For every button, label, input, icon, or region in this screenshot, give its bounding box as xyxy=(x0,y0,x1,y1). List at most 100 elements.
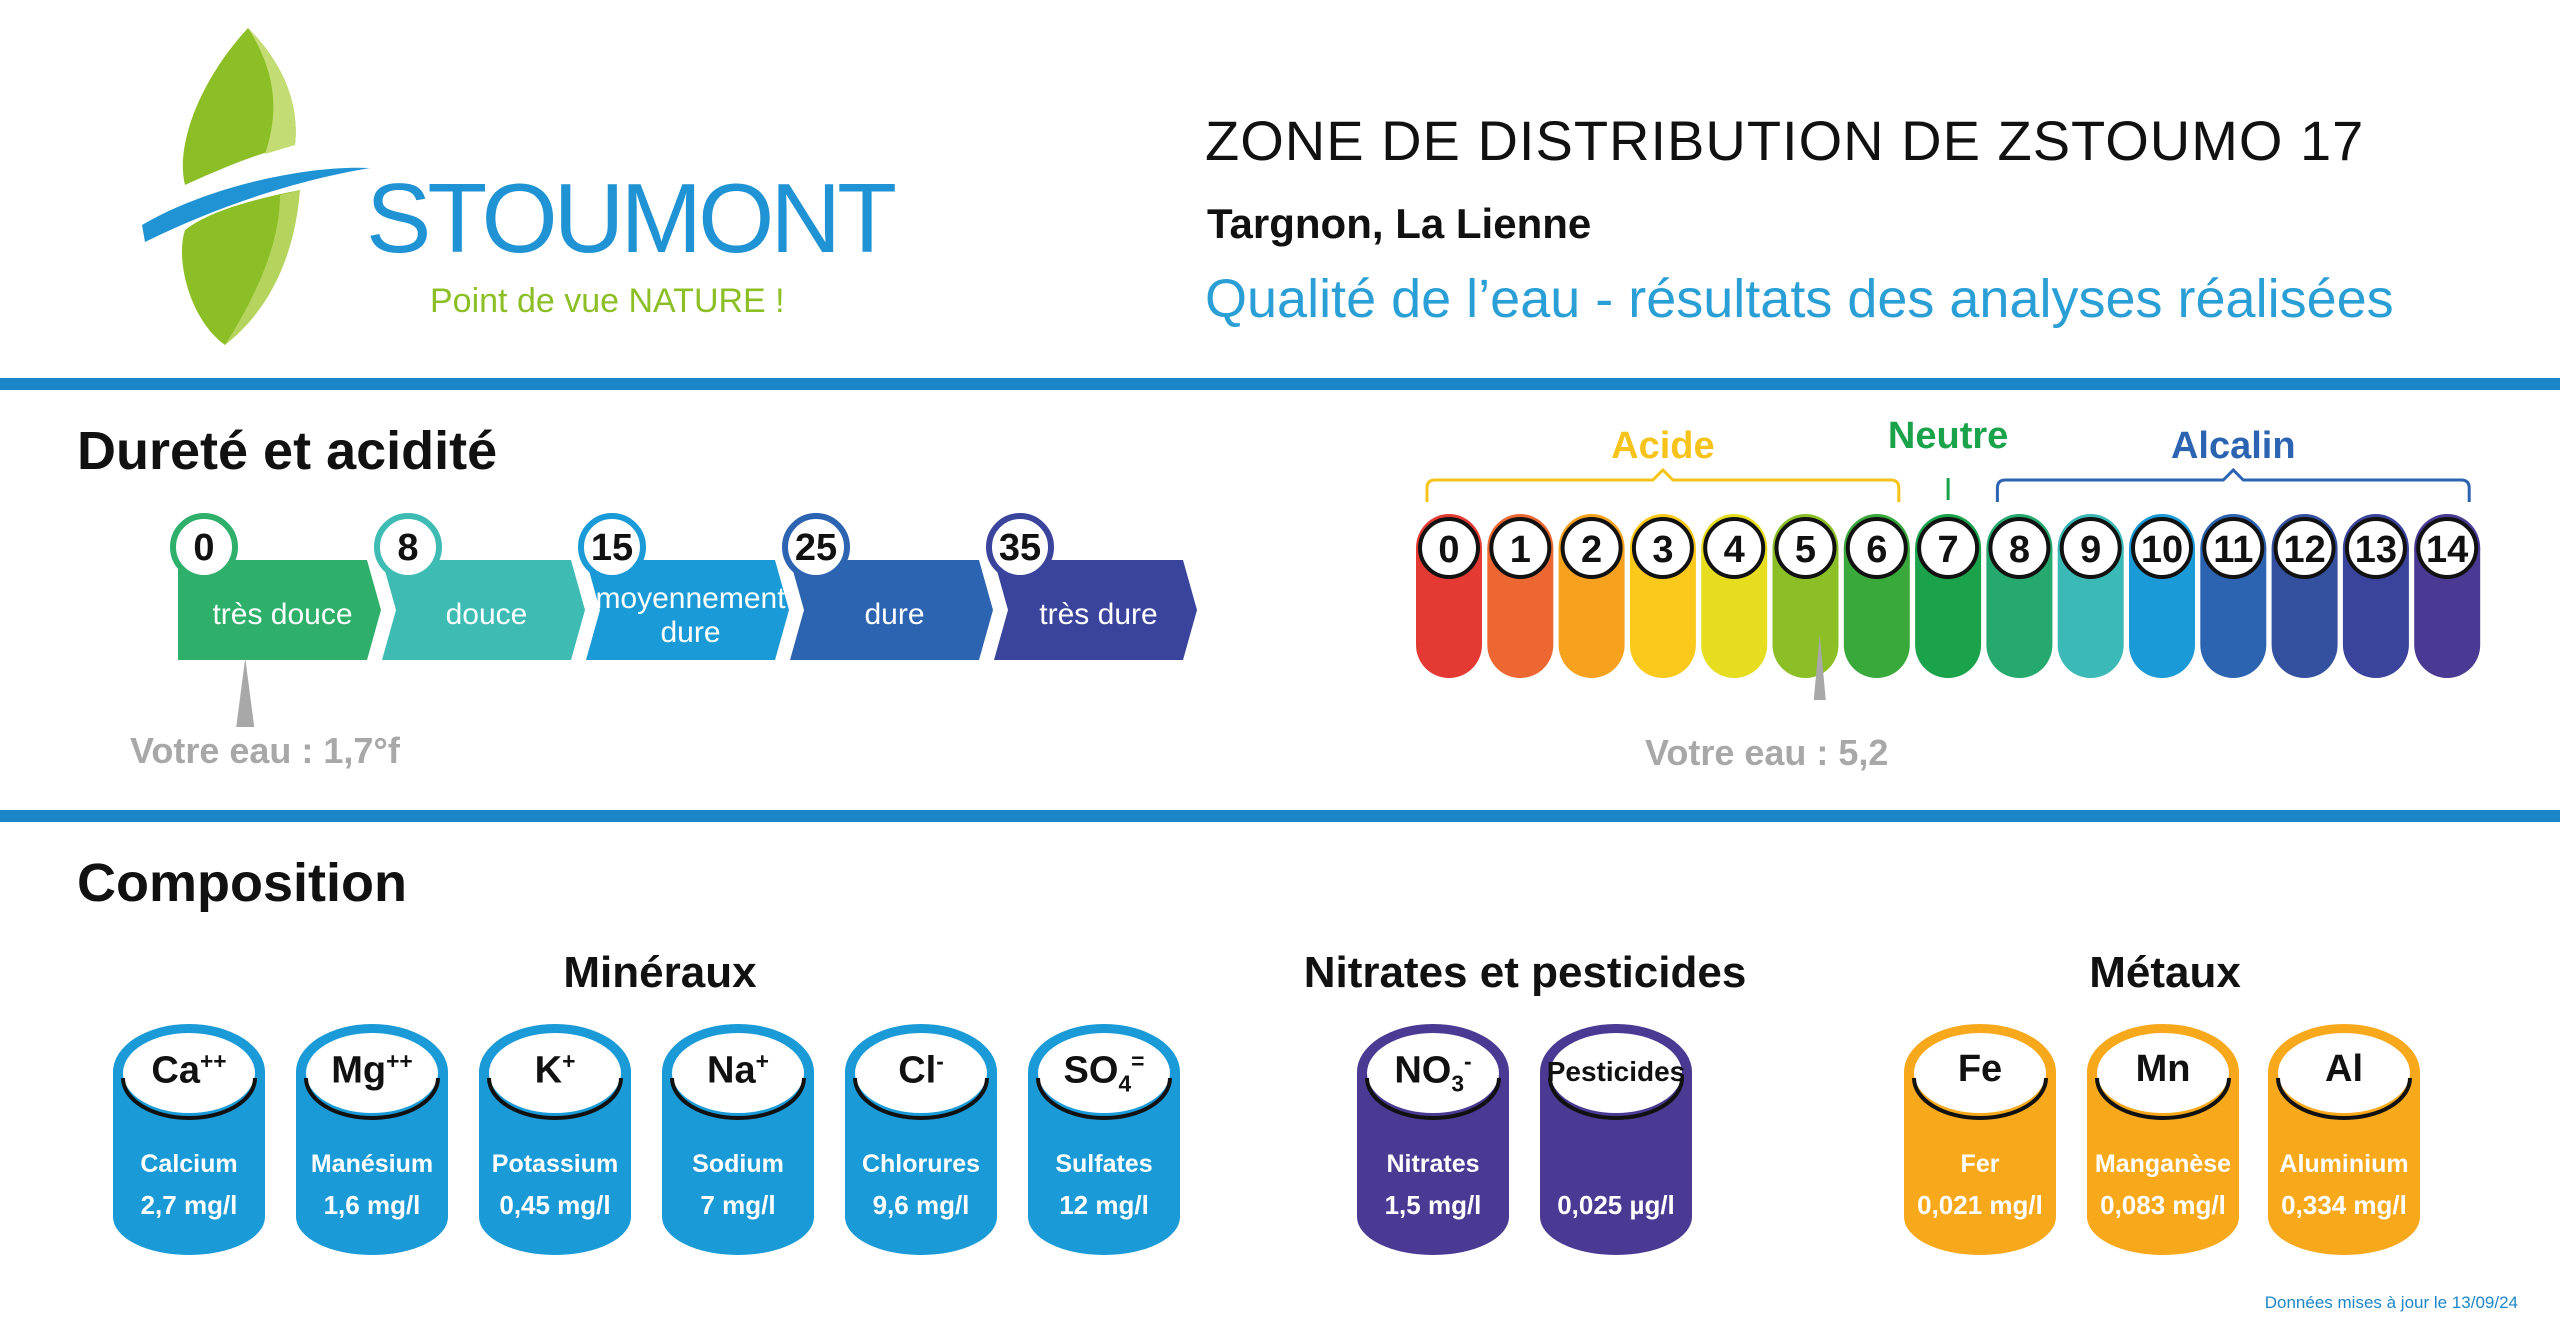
composition-item: Cl- Chlorures 9,6 mg/l xyxy=(845,1022,997,1262)
ph-column xyxy=(1701,548,1768,678)
zone-title: ZONE DE DISTRIBUTION DE ZSTOUMO 17 xyxy=(1205,109,2365,172)
element-symbol: SO4= xyxy=(1028,1048,1180,1097)
ph-number-circle xyxy=(1774,517,1837,579)
element-name: Nitrates xyxy=(1386,1150,1480,1178)
page-tagline: Qualité de l’eau - résultats des analyse… xyxy=(1205,269,2394,329)
cylinder-body xyxy=(296,1072,448,1255)
hardness-band-8: douce 8 xyxy=(374,513,585,660)
symbol-charge: + xyxy=(755,1048,769,1074)
section-title-composition: Composition xyxy=(77,853,407,913)
element-name: Manésium xyxy=(310,1150,434,1178)
hardness-band-35: très dure 35 xyxy=(986,513,1197,660)
hardness-threshold-number: 25 xyxy=(795,527,837,569)
ph-step-9: 9 xyxy=(2057,514,2124,678)
symbol-base: NO xyxy=(1394,1049,1452,1092)
ph-column xyxy=(1629,548,1696,678)
divider-middle xyxy=(0,810,2560,822)
ph-column xyxy=(1416,548,1482,678)
element-value: 1,5 mg/l xyxy=(1384,1190,1482,1220)
element-symbol: Al xyxy=(2268,1048,2420,1091)
ph-acid-label: Acide xyxy=(1611,425,1714,467)
ph-number: 11 xyxy=(2213,529,2253,571)
cylinder-body xyxy=(845,1072,997,1255)
cylinder-graphic xyxy=(1540,1024,1692,1255)
logo-name: STOUMONT xyxy=(366,163,895,273)
symbol-base: Cl xyxy=(898,1049,937,1092)
symbol-base: Na xyxy=(707,1049,756,1092)
ph-number: 6 xyxy=(1866,529,1887,571)
element-value: 0,334 mg/l xyxy=(2281,1190,2407,1220)
hardness-threshold-circle xyxy=(782,513,850,581)
element-value: 0,083 mg/l xyxy=(2100,1190,2226,1220)
cylinder-shadow xyxy=(1912,1077,2048,1120)
ph-number-circle xyxy=(2059,517,2122,579)
ph-column xyxy=(2200,548,2267,678)
cylinder-graphic xyxy=(845,1024,997,1255)
ph-number-circle xyxy=(1845,517,1908,579)
symbol-base: Mn xyxy=(2135,1048,2191,1090)
element-value: 0,021 mg/l xyxy=(1917,1190,2043,1220)
cylinder-shadow xyxy=(853,1077,989,1120)
cylinder-graphic xyxy=(479,1024,631,1255)
cylinder-body xyxy=(1540,1072,1692,1255)
cylinder-top xyxy=(855,1033,987,1113)
ph-number: 9 xyxy=(2080,529,2101,571)
ph-column xyxy=(1986,548,2053,678)
ph-number: 10 xyxy=(2141,529,2183,571)
cylinder-graphic xyxy=(662,1024,814,1255)
element-value: 1,6 mg/l xyxy=(323,1190,421,1220)
cylinder-body xyxy=(1904,1072,2056,1255)
update-date: Données mises à jour le 13/09/24 xyxy=(2264,1293,2518,1312)
ph-number-circle xyxy=(2202,517,2265,579)
ph-number: 8 xyxy=(2009,529,2030,571)
ph-number: 5 xyxy=(1795,529,1816,571)
ph-step-14: 14 xyxy=(2414,514,2481,678)
hardness-band-label: très douce xyxy=(212,598,352,631)
logo-swoosh xyxy=(142,167,370,242)
composition-item: Mn Manganèse 0,083 mg/l xyxy=(2087,1022,2239,1262)
hardness-band-shape xyxy=(178,560,381,660)
ph-step-1: 1 xyxy=(1487,514,1554,678)
hardness-threshold-circle xyxy=(374,513,442,581)
symbol-charge: = xyxy=(1131,1048,1145,1074)
cylinder-graphic xyxy=(113,1024,265,1255)
ph-column xyxy=(2342,548,2409,678)
element-symbol: NO3- xyxy=(1357,1048,1509,1097)
cylinder-top xyxy=(2097,1033,2229,1113)
ph-pointer xyxy=(1813,635,1826,700)
cylinder-graphic xyxy=(1904,1024,2056,1255)
symbol-base: Mg xyxy=(331,1049,387,1092)
element-value: 12 mg/l xyxy=(1059,1190,1149,1220)
ph-column xyxy=(1843,548,1910,678)
ph-step-2: 2 xyxy=(1558,514,1625,678)
hardness-threshold-number: 15 xyxy=(591,527,633,569)
symbol-charge: ++ xyxy=(199,1048,227,1074)
ph-step-11: 11 xyxy=(2200,514,2267,678)
cylinder-graphic xyxy=(2087,1024,2239,1255)
element-value: 0,025 µg/l xyxy=(1557,1190,1675,1220)
element-symbol: Mn xyxy=(2087,1048,2239,1091)
cylinder-top xyxy=(1367,1033,1499,1113)
symbol-charge: ++ xyxy=(386,1048,413,1074)
hardness-band-shape xyxy=(382,560,585,660)
cylinder-body xyxy=(479,1072,631,1255)
symbol-subscript: 3 xyxy=(1451,1070,1465,1097)
cylinder-graphic xyxy=(1028,1024,1180,1255)
ph-alkaline-label: Alcalin xyxy=(2171,425,2296,467)
symbol-charge: - xyxy=(936,1048,944,1074)
hardness-band-shape xyxy=(586,560,789,660)
cylinder-top xyxy=(1550,1033,1682,1113)
hardness-your-water: Votre eau : 1,7°f xyxy=(130,730,400,771)
symbol-base: SO xyxy=(1063,1049,1119,1092)
cylinder-shadow xyxy=(2276,1077,2412,1120)
ph-column xyxy=(2414,548,2481,678)
ph-column xyxy=(1915,548,1982,678)
element-value: 7 mg/l xyxy=(700,1190,776,1220)
hardness-scale: très douce0douce8moyennementdure15dure25… xyxy=(170,513,1197,727)
cylinder-top xyxy=(672,1033,804,1113)
ph-number: 4 xyxy=(1724,529,1745,571)
element-name: Chlorures xyxy=(861,1150,981,1178)
composition-item: NO3- Nitrates 1,5 mg/l xyxy=(1357,1022,1509,1262)
composition-item: K+ Potassium 0,45 mg/l xyxy=(479,1022,631,1262)
